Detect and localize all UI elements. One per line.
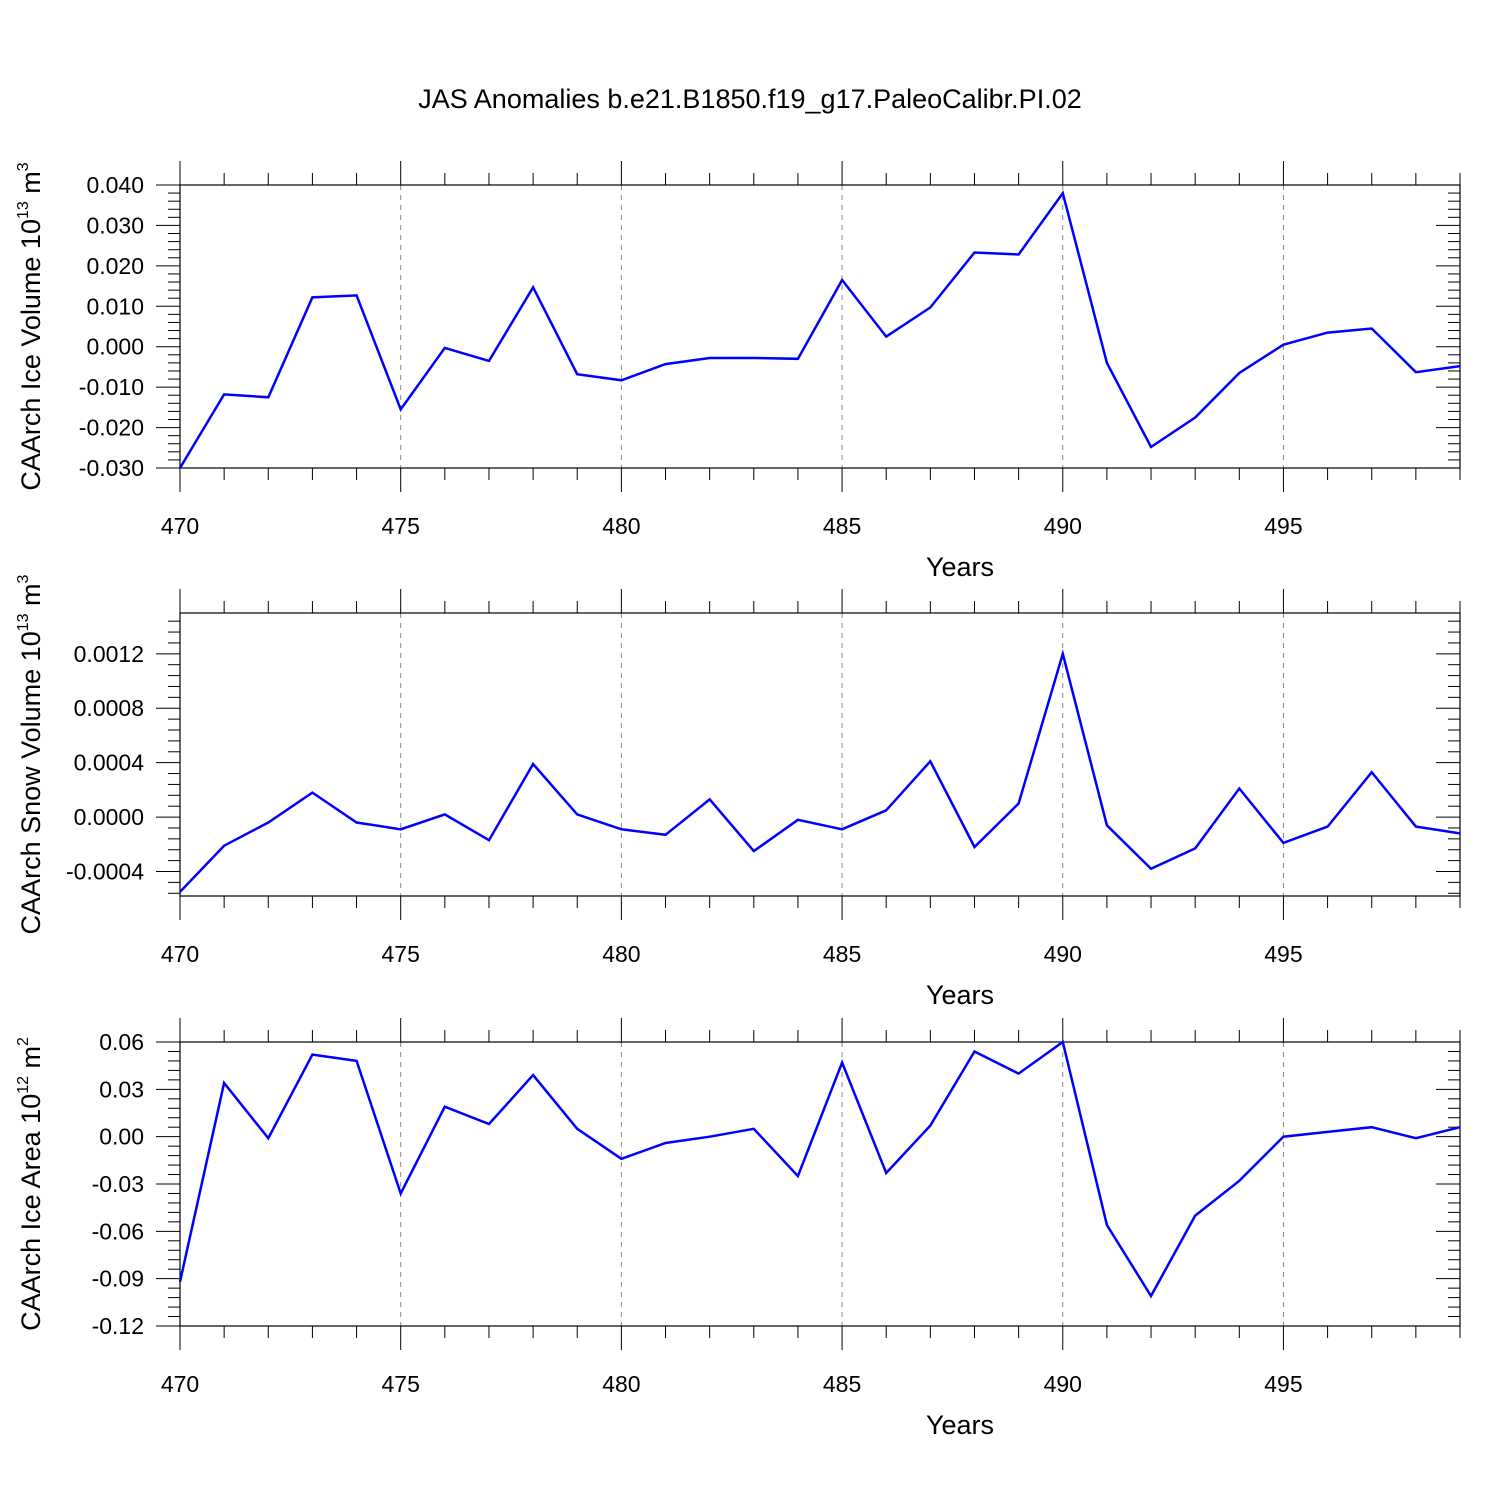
y-axis-title-text: CAArch Ice Volume 10 xyxy=(16,219,46,491)
x-tick-label: 485 xyxy=(823,941,861,967)
y-tick-label: 0.010 xyxy=(86,293,144,319)
y-axis-title-unit: m xyxy=(16,583,46,613)
y-axis-title-unit: m xyxy=(16,1046,46,1076)
ice-area-panel: -0.12 -0.09 -0.06 -0.03 0.00 0.03 0.06 470 475 48… xyxy=(15,1018,1461,1440)
y-tick-label: 0.020 xyxy=(86,253,144,279)
y-tick-label: -0.06 xyxy=(92,1218,144,1244)
y-tick-label: 0.03 xyxy=(99,1076,144,1102)
x-tick-label: 490 xyxy=(1044,513,1082,539)
y-axis-title-text: CAArch Ice Area 10 xyxy=(16,1094,46,1331)
y-axis-title-unit-exponent: 2 xyxy=(15,1037,32,1046)
x-tick-label: 490 xyxy=(1044,941,1082,967)
y-tick-label: -0.020 xyxy=(79,415,144,441)
y-tick-label: -0.0004 xyxy=(66,859,144,885)
y-tick-label: -0.010 xyxy=(79,374,144,400)
ice-volume-panel: -0.030 -0.020 -0.010 0.000 0.010 0.020 0.030 0.… xyxy=(15,161,1461,582)
y-tick-label: -0.12 xyxy=(92,1313,144,1339)
x-tick-label: 485 xyxy=(823,1371,861,1397)
x-tick-label: 485 xyxy=(823,513,861,539)
y-axis-title: CAArch Ice Area 1012 m2 xyxy=(15,1037,46,1331)
series-line xyxy=(178,1039,1461,1299)
x-tick-label: 495 xyxy=(1264,941,1302,967)
x-tick-label: 475 xyxy=(382,941,420,967)
y-tick-label: -0.03 xyxy=(92,1171,144,1197)
y-tick-label: -0.09 xyxy=(92,1266,144,1292)
y-tick-label: 0.030 xyxy=(86,212,144,238)
x-tick-label: 470 xyxy=(161,941,199,967)
y-axis-title-text: CAArch Snow Volume 10 xyxy=(16,631,46,934)
series-line xyxy=(179,649,1461,893)
x-axis-title: Years xyxy=(926,552,994,582)
x-tick-label: 470 xyxy=(161,513,199,539)
chart-title: JAS Anomalies b.e21.B1850.f19_g17.PaleoC… xyxy=(418,84,1082,114)
x-tick-label: 495 xyxy=(1264,1371,1302,1397)
y-tick-label: 0.0004 xyxy=(74,750,145,776)
plot-frame xyxy=(179,612,1461,897)
y-tick-label: 0.000 xyxy=(86,334,144,360)
series-line xyxy=(178,190,1461,469)
x-tick-label: 480 xyxy=(602,513,640,539)
y-axis-title-exponent: 12 xyxy=(15,1076,32,1094)
y-axis-title-exponent: 13 xyxy=(15,613,32,631)
y-tick-label: 0.0012 xyxy=(74,641,144,667)
y-tick-label: 0.06 xyxy=(99,1029,144,1055)
x-tick-label: 480 xyxy=(602,1371,640,1397)
x-tick-label: 475 xyxy=(382,1371,420,1397)
x-axis-title: Years xyxy=(926,980,994,1010)
y-axis-title: CAArch Ice Volume 1013 m3 xyxy=(15,162,46,490)
y-tick-label: 0.0008 xyxy=(74,695,144,721)
y-axis-title-unit-exponent: 3 xyxy=(15,162,32,171)
y-axis-title-unit-exponent: 3 xyxy=(15,574,32,583)
y-tick-label: 0.0000 xyxy=(74,804,144,830)
plot-frame xyxy=(179,184,1461,469)
x-tick-label: 490 xyxy=(1044,1371,1082,1397)
x-tick-label: 475 xyxy=(382,513,420,539)
x-tick-label: 480 xyxy=(602,941,640,967)
y-tick-label: 0.040 xyxy=(86,172,144,198)
y-axis-title-unit: m xyxy=(16,171,46,201)
x-axis-title: Years xyxy=(926,1410,994,1440)
y-axis-title-exponent: 13 xyxy=(15,201,32,219)
y-tick-label: 0.00 xyxy=(99,1124,144,1150)
snow-volume-panel: -0.0004 0.0000 0.0004 0.0008 0.0012 470 475 480… xyxy=(15,574,1461,1010)
y-axis-title: CAArch Snow Volume 1013 m3 xyxy=(15,574,46,934)
y-tick-label: -0.030 xyxy=(79,455,144,481)
x-tick-label: 470 xyxy=(161,1371,199,1397)
plot-frame xyxy=(179,1041,1461,1327)
x-tick-label: 495 xyxy=(1264,513,1302,539)
